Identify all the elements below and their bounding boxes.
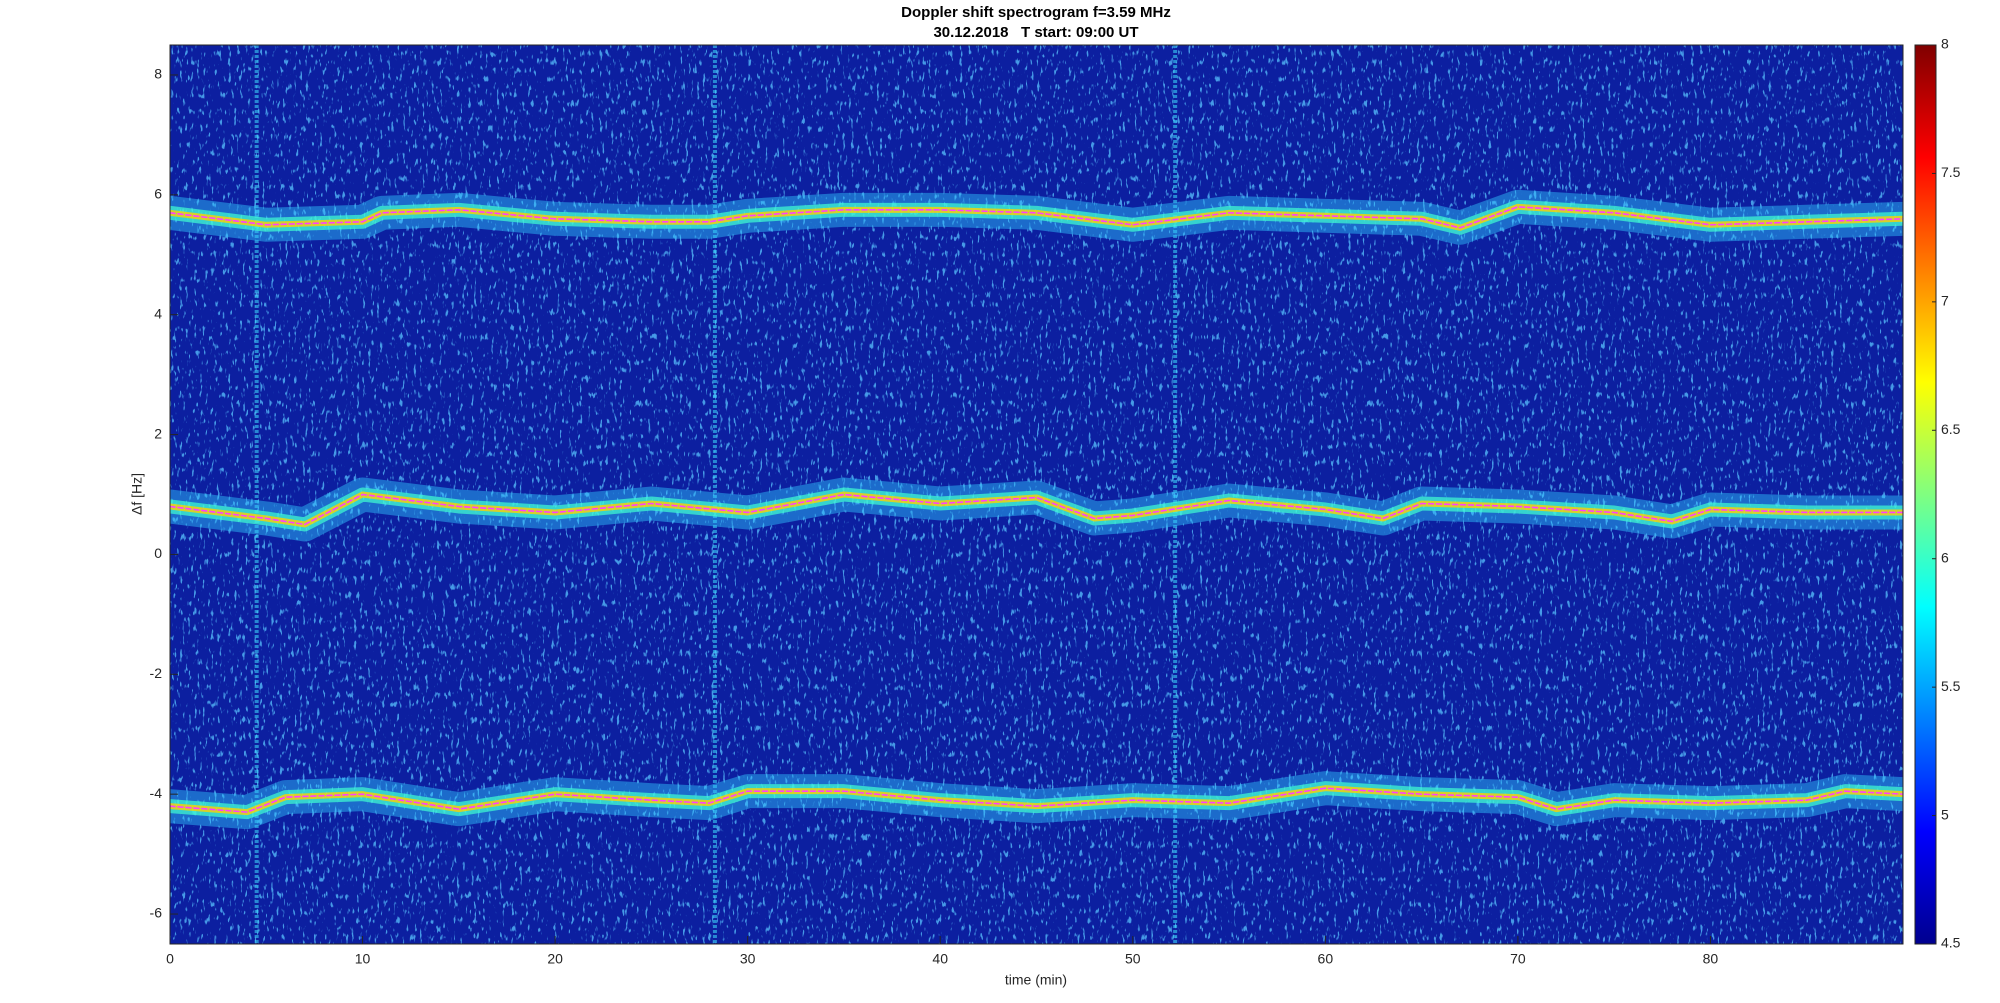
plot-area bbox=[170, 45, 1903, 944]
y-tick-label: 4 bbox=[154, 305, 162, 321]
x-axis-label: time (min) bbox=[1005, 972, 1067, 988]
colorbar-tick-label: 5 bbox=[1941, 806, 1949, 822]
signal-trace bbox=[170, 493, 1903, 526]
x-tick-label: 80 bbox=[1703, 951, 1719, 967]
chart-subtitle: 30.12.2018 T start: 09:00 UT bbox=[933, 24, 1138, 41]
chart-title: Doppler shift spectrogram f=3.59 MHz bbox=[901, 4, 1171, 21]
signal-trace bbox=[170, 787, 1903, 813]
y-tick-label: -4 bbox=[150, 785, 163, 801]
x-tick-label: 30 bbox=[740, 951, 756, 967]
y-tick-label: 0 bbox=[154, 545, 162, 561]
colorbar-tick-label: 4.5 bbox=[1941, 935, 1961, 951]
colorbar-tick-label: 6.5 bbox=[1941, 421, 1961, 437]
x-tick-label: 20 bbox=[547, 951, 563, 967]
colorbar-tick-label: 6 bbox=[1941, 549, 1949, 565]
colorbar-tick-label: 5.5 bbox=[1941, 678, 1961, 694]
colorbar-tick-label: 7 bbox=[1941, 293, 1949, 309]
x-tick-label: 60 bbox=[1318, 951, 1334, 967]
y-tick-label: 8 bbox=[154, 66, 162, 82]
y-tick-label: 2 bbox=[154, 425, 162, 441]
colorbar-tick-label: 8 bbox=[1941, 36, 1949, 52]
x-tick-label: 50 bbox=[1125, 951, 1141, 967]
y-axis-label: Δf [Hz] bbox=[129, 473, 145, 515]
x-tick-label: 70 bbox=[1510, 951, 1526, 967]
signal-trace bbox=[170, 206, 1903, 229]
x-tick-label: 0 bbox=[166, 951, 174, 967]
y-tick-label: 6 bbox=[154, 186, 162, 202]
x-tick-label: 10 bbox=[355, 951, 371, 967]
y-tick-label: -6 bbox=[150, 905, 163, 921]
plot-frame bbox=[169, 44, 1904, 945]
x-tick-label: 40 bbox=[932, 951, 948, 967]
colorbar-tick-label: 7.5 bbox=[1941, 164, 1961, 180]
colorbar bbox=[1914, 44, 1937, 945]
y-tick-label: -2 bbox=[150, 665, 163, 681]
